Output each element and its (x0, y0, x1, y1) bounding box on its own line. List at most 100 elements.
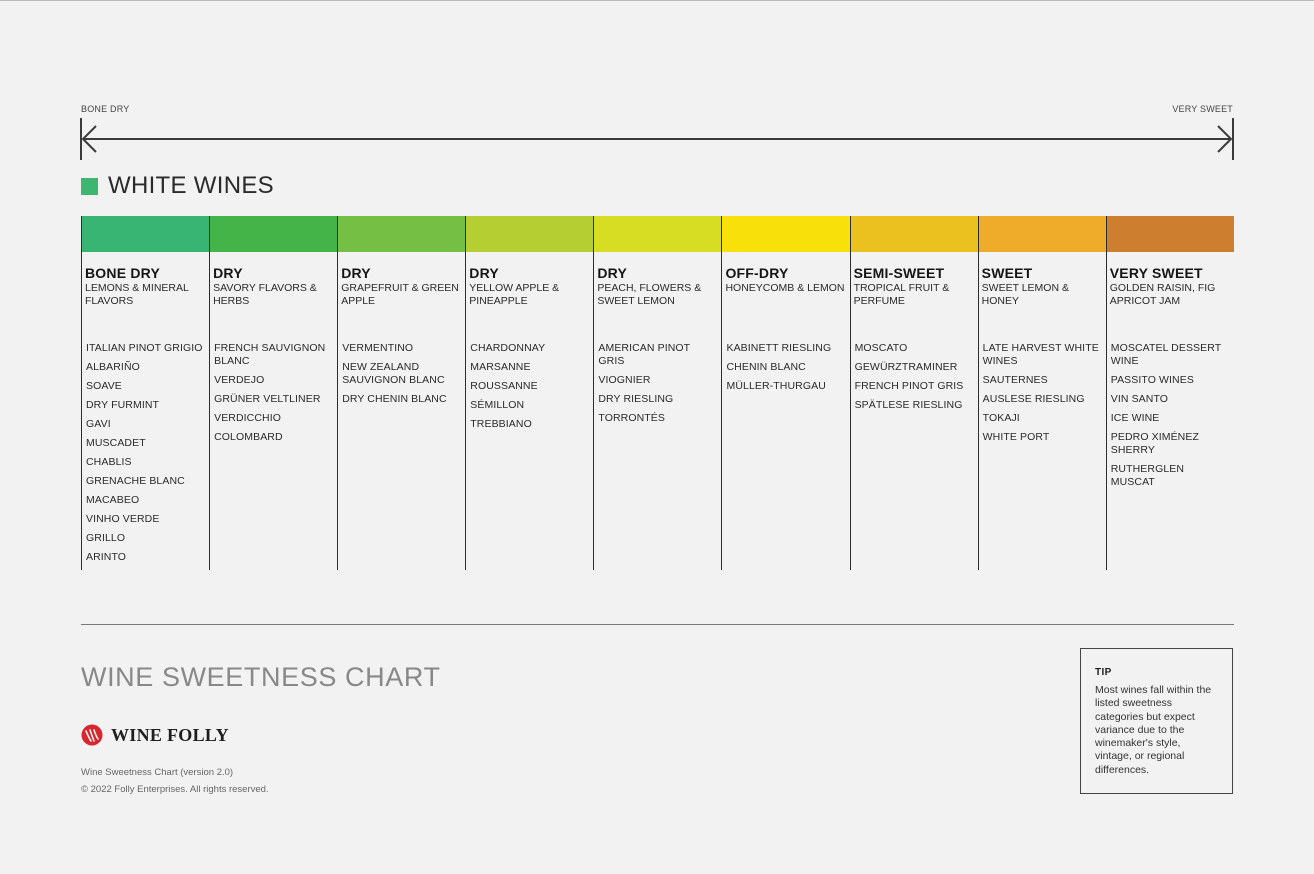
wine-item: RUTHERGLEN MUSCAT (1110, 463, 1185, 488)
sweetness-color-band (850, 216, 978, 252)
wine-item: PEDRO XIMÉNEZ SHERRY (1110, 431, 1199, 456)
wine-item: SPÄTLESE RIESLING (854, 399, 963, 411)
scale-left-label: BONE DRY (81, 104, 130, 114)
wine-item: MOSCATO (854, 342, 908, 354)
wine-list: LATE HARVEST WHITE WINES SAUTERNES AUSLESE… (979, 342, 1106, 444)
wine-item: MACABEO (86, 494, 140, 506)
wine-item: MARSANNE (470, 361, 531, 373)
wine-item: DRY CHENIN BLANC (342, 393, 447, 405)
flavor-description: GOLDEN RAISIN, FIG APRICOT JAM (1109, 282, 1216, 307)
wine-item: NEW ZEALAND SAUVIGNON BLANC (342, 361, 445, 386)
version-text: Wine Sweetness Chart (version 2.0) (81, 767, 234, 778)
tip-text: Most wines fall within the listed sweetn… (1095, 684, 1212, 776)
wine-item: CHARDONNAY (470, 342, 546, 354)
wine-item: KABINETT RIESLING (726, 342, 832, 354)
section-color-swatch (81, 177, 98, 195)
column-header: BONE DRY LEMONS & MINERAL FLAVORS (82, 252, 209, 342)
sweetness-column: VERY SWEET GOLDEN RAISIN, FIG APRICOT JAM… (1105, 216, 1234, 570)
wine-item: COLOMBARD (214, 431, 283, 443)
sweetness-column: SWEET SWEET LEMON & HONEY LATE HARVEST WHI… (977, 216, 1106, 570)
wine-item: PASSITO WINES (1110, 374, 1194, 386)
column-header: DRY GRAPEFRUIT & GREEN APPLE (338, 252, 465, 342)
wine-list: ITALIAN PINOT GRIGIO ALBARIÑO SOAVE DRY FUR… (82, 342, 209, 564)
column-header: VERY SWEET GOLDEN RAISIN, FIG APRICOT JAM (1107, 252, 1234, 342)
sweetness-color-band (594, 216, 722, 252)
brand-name: WINE FOLLY (111, 724, 229, 745)
column-header: SWEET SWEET LEMON & HONEY (979, 252, 1106, 342)
sweetness-level-name: DRY (469, 265, 499, 281)
sweetness-level-name: BONE DRY (85, 265, 160, 281)
wine-item: GRENACHE BLANC (86, 475, 185, 487)
sweetness-color-band (722, 216, 850, 252)
column-header: DRY YELLOW APPLE & PINEAPPLE (466, 252, 593, 342)
sweetness-color-band (978, 216, 1106, 252)
sweetness-column: BONE DRY LEMONS & MINERAL FLAVORS ITALIAN … (81, 216, 210, 570)
wine-item: CHABLIS (86, 456, 132, 468)
flavor-description: SAVORY FLAVORS & HERBS (213, 282, 317, 307)
column-header: SEMI-SWEET TROPICAL FRUIT & PERFUME (851, 252, 978, 342)
wine-item: TOKAJI (982, 412, 1020, 424)
column-header: OFF-DRY HONEYCOMB & LEMON (722, 252, 849, 342)
wine-item: ARINTO (86, 551, 127, 563)
wine-item: SOAVE (86, 380, 122, 392)
scale-right-label: VERY SWEET (1172, 104, 1233, 114)
wine-item: VERDEJO (214, 374, 265, 386)
wine-item: VERDICCHIO (214, 412, 282, 424)
chart-title: WINE SWEETNESS CHART (81, 662, 441, 692)
wine-item: GRILLO (86, 532, 126, 544)
wine-item: ICE WINE (1110, 412, 1160, 424)
wine-item: VERMENTINO (342, 342, 414, 354)
wine-list: MOSCATO GEWÜRZTRAMINER FRENCH PINOT GRIS SP… (851, 342, 978, 412)
sweetness-level-name: VERY SWEET (1109, 265, 1203, 281)
tip-box: TIP Most wines fall within the listed sw… (1080, 648, 1233, 794)
sweetness-column: DRY PEACH, FLOWERS & SWEET LEMON AMERICAN … (593, 216, 722, 570)
sweetness-color-band (466, 216, 594, 252)
sweetness-color-band (1106, 216, 1234, 252)
wine-item: FRENCH PINOT GRIS (854, 380, 964, 392)
wine-item: AUSLESE RIESLING (982, 393, 1085, 405)
sweetness-color-band (210, 216, 338, 252)
wine-list: KABINETT RIESLING CHENIN BLANC MÜLLER-THUR… (722, 342, 849, 393)
sweetness-level-name: DRY (213, 265, 243, 281)
sweetness-level-name: SWEET (981, 265, 1033, 281)
wine-item: VINHO VERDE (86, 513, 160, 525)
flavor-description: GRAPEFRUIT & GREEN APPLE (341, 282, 459, 307)
wine-list: AMERICAN PINOT GRIS VIOGNIER DRY RIESLING T… (594, 342, 721, 425)
wine-item: ALBARIÑO (86, 361, 140, 373)
wine-item: WHITE PORT (982, 431, 1050, 443)
column-header: DRY SAVORY FLAVORS & HERBS (210, 252, 337, 342)
wine-item: GRÜNER VELTLINER (214, 393, 321, 405)
top-border (0, 0, 1314, 1)
wine-list: CHARDONNAY MARSANNE ROUSSANNE SÉMILLON TREBB… (466, 342, 593, 431)
flavor-description: YELLOW APPLE & PINEAPPLE (469, 282, 560, 307)
flavor-description: PEACH, FLOWERS & SWEET LEMON (597, 282, 702, 307)
wine-item: MUSCADET (86, 437, 146, 449)
flavor-description: TROPICAL FRUIT & PERFUME (853, 282, 950, 307)
flavor-description: SWEET LEMON & HONEY (981, 282, 1069, 307)
brand-logo: WINE FOLLY (81, 724, 229, 746)
wine-item: ITALIAN PINOT GRIGIO (86, 342, 203, 354)
sweetness-column: SEMI-SWEET TROPICAL FRUIT & PERFUME MOSCAT… (849, 216, 978, 570)
wine-item: TREBBIANO (470, 418, 532, 430)
wine-folly-logo-icon (81, 724, 103, 746)
sweetness-columns: BONE DRY LEMONS & MINERAL FLAVORS ITALIAN … (81, 216, 1234, 570)
wine-list: VERMENTINO NEW ZEALAND SAUVIGNON BLANC DRY… (338, 342, 465, 406)
flavor-description: LEMONS & MINERAL FLAVORS (85, 282, 189, 307)
wine-list: FRENCH SAUVIGNON BLANC VERDEJO GRÜNER VELT… (210, 342, 337, 444)
section-title: WHITE WINES (108, 172, 274, 199)
tip-title: TIP (1095, 667, 1112, 678)
sweetness-color-band (82, 216, 210, 252)
wine-item: VIOGNIER (598, 374, 651, 386)
wine-item: DRY RIESLING (598, 393, 674, 405)
sweetness-column: DRY SAVORY FLAVORS & HERBS FRENCH SAUVIGNO… (209, 216, 338, 570)
wine-item: GAVI (86, 418, 111, 430)
sweetness-column: OFF-DRY HONEYCOMB & LEMON KABINETT RIESLIN… (721, 216, 850, 570)
wine-item: LATE HARVEST WHITE WINES (982, 342, 1099, 367)
wine-item: VIN SANTO (1110, 393, 1169, 405)
wine-item: AMERICAN PINOT GRIS (598, 342, 691, 367)
wine-item: FRENCH SAUVIGNON BLANC (214, 342, 326, 367)
flavor-description: HONEYCOMB & LEMON (725, 282, 845, 294)
wine-item: DRY FURMINT (86, 399, 160, 411)
sweetness-level-name: DRY (597, 265, 628, 281)
sweetness-level-name: DRY (341, 265, 371, 281)
